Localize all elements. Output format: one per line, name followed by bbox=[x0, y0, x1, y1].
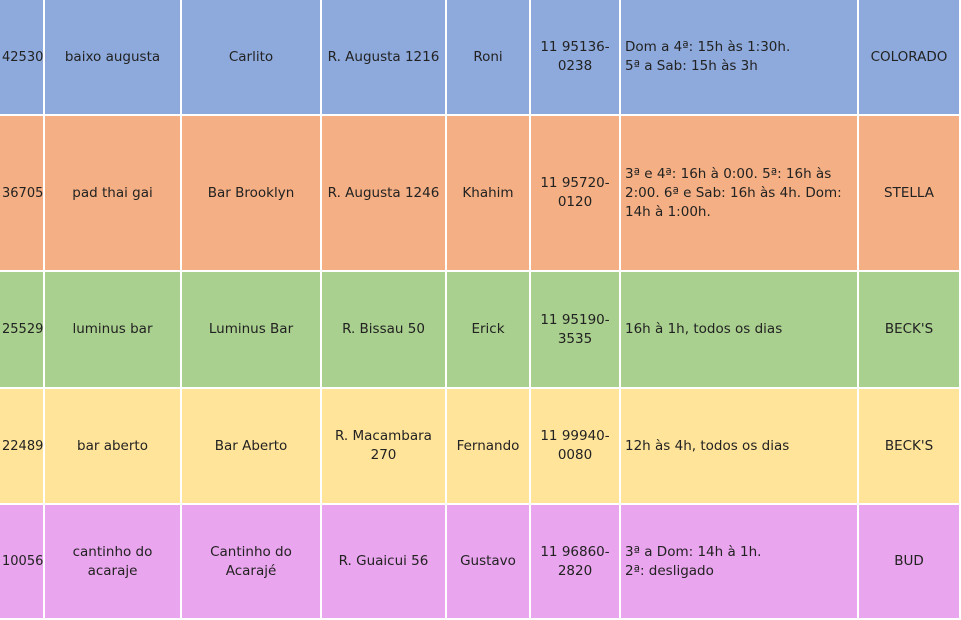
cell: Gustavo bbox=[447, 505, 531, 620]
cell: Carlito bbox=[182, 0, 322, 116]
cell: R. Augusta 1216 bbox=[322, 0, 447, 116]
cell: Dom a 4ª: 15h às 1:30h. 5ª a Sab: 15h às… bbox=[621, 0, 859, 116]
cell: 3ª a Dom: 14h à 1h. 2ª: desligado bbox=[621, 505, 859, 620]
cell: Khahim bbox=[447, 116, 531, 272]
cell: BECK'S bbox=[859, 272, 961, 389]
cell: Fernando bbox=[447, 389, 531, 505]
cell: bar aberto bbox=[45, 389, 182, 505]
cell: BUD bbox=[859, 505, 961, 620]
cell: luminus bar bbox=[45, 272, 182, 389]
cell: 12h às 4h, todos os dias bbox=[621, 389, 859, 505]
cell: BECK'S bbox=[859, 389, 961, 505]
cell: 10056 bbox=[0, 505, 45, 620]
cell: 11 99940-0080 bbox=[531, 389, 621, 505]
cell: 11 95190-3535 bbox=[531, 272, 621, 389]
cell: Roni bbox=[447, 0, 531, 116]
cell: Bar Brooklyn bbox=[182, 116, 322, 272]
cell: Cantinho do Acarajé bbox=[182, 505, 322, 620]
cell: 11 96860-2820 bbox=[531, 505, 621, 620]
cell: baixo augusta bbox=[45, 0, 182, 116]
cell: 25529 bbox=[0, 272, 45, 389]
cell: 36705 bbox=[0, 116, 45, 272]
cell: 11 95136-0238 bbox=[531, 0, 621, 116]
cell: Erick bbox=[447, 272, 531, 389]
cell: STELLA bbox=[859, 116, 961, 272]
cell: Bar Aberto bbox=[182, 389, 322, 505]
cell: R. Macambara 270 bbox=[322, 389, 447, 505]
cell: R. Guaicui 56 bbox=[322, 505, 447, 620]
cell: 16h à 1h, todos os dias bbox=[621, 272, 859, 389]
cell: 3ª e 4ª: 16h à 0:00. 5ª: 16h às 2:00. 6ª… bbox=[621, 116, 859, 272]
cell: Luminus Bar bbox=[182, 272, 322, 389]
cell: R. Augusta 1246 bbox=[322, 116, 447, 272]
cell: 42530 bbox=[0, 0, 45, 116]
cell: 11 95720-0120 bbox=[531, 116, 621, 272]
cell: R. Bissau 50 bbox=[322, 272, 447, 389]
cell: cantinho do acaraje bbox=[45, 505, 182, 620]
cell: pad thai gai bbox=[45, 116, 182, 272]
cell: 22489 bbox=[0, 389, 45, 505]
cell: COLORADO bbox=[859, 0, 961, 116]
